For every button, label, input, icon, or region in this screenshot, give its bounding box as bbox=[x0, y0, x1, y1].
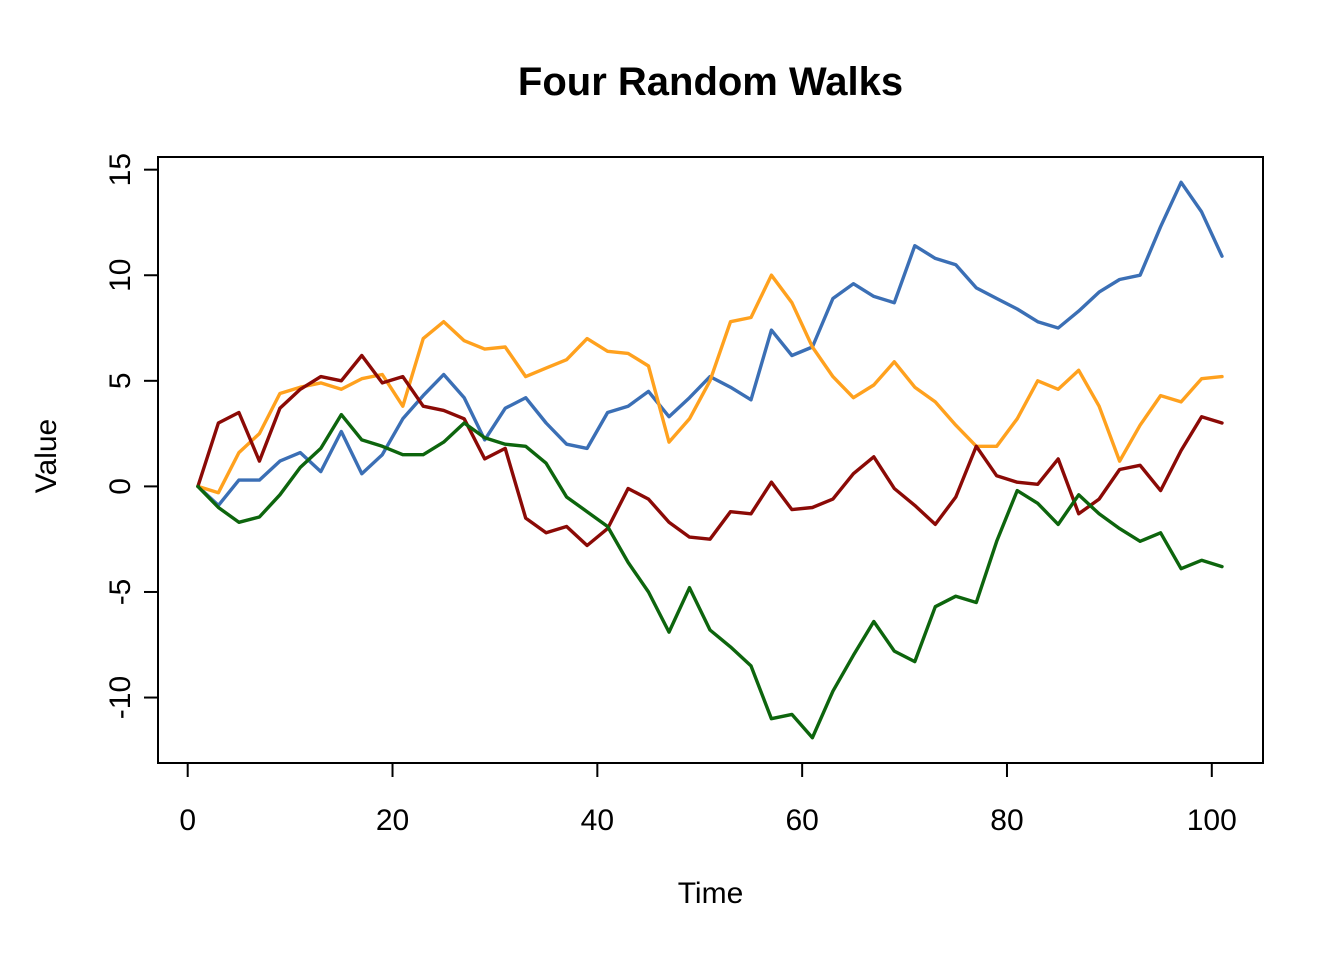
series-line-walk-darkgreen bbox=[196, 412, 1224, 740]
x-tick-label: 80 bbox=[990, 804, 1023, 837]
y-axis-label: Value bbox=[30, 418, 63, 494]
x-tick-label: 0 bbox=[179, 804, 196, 837]
x-tick-label: 100 bbox=[1187, 804, 1237, 837]
series-line-walk-darkred bbox=[196, 353, 1224, 548]
y-tick-label: 5 bbox=[104, 372, 137, 389]
y-tick-label: -5 bbox=[104, 579, 137, 606]
x-axis-label: Time bbox=[677, 877, 744, 910]
y-tick-label: 15 bbox=[104, 153, 137, 186]
series-line-walk-blue bbox=[196, 180, 1224, 508]
x-tick-label: 60 bbox=[785, 804, 818, 837]
x-tick-label: 40 bbox=[581, 804, 614, 837]
x-tick-label: 20 bbox=[376, 804, 409, 837]
y-tick-label: 0 bbox=[104, 478, 137, 495]
plot-border bbox=[157, 156, 1264, 764]
y-tick-label: 10 bbox=[104, 259, 137, 292]
series-line-walk-orange bbox=[196, 273, 1224, 495]
y-tick-label: -10 bbox=[104, 676, 137, 719]
chart-title: Four Random Walks bbox=[517, 60, 904, 104]
